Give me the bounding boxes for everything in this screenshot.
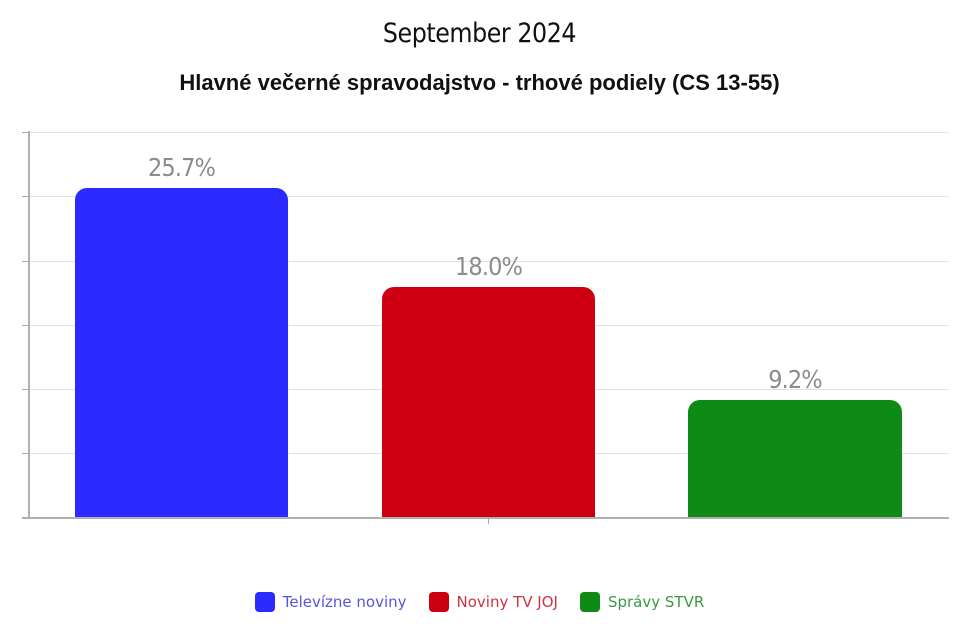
y-tick [22, 325, 29, 326]
legend-item-noviny-tv-joj[interactable]: Noviny TV JOJ [428, 592, 558, 612]
gridline [29, 196, 949, 197]
legend-label: Noviny TV JOJ [456, 593, 558, 611]
gridline [29, 261, 949, 262]
y-tick [22, 261, 29, 262]
legend-item-televizne-noviny[interactable]: Televízne noviny [254, 592, 407, 612]
legend: Televízne noviny Noviny TV JOJ Správy ST… [0, 592, 959, 612]
chart-title: September 2024 [382, 18, 577, 49]
x-axis [22, 517, 949, 519]
y-tick [22, 132, 29, 133]
legend-swatch-icon [254, 592, 275, 612]
legend-swatch-icon [579, 592, 600, 612]
value-label: 18.0% [455, 252, 523, 281]
value-label: 9.2% [768, 365, 822, 394]
x-tick [488, 518, 489, 524]
value-label: 25.7% [148, 153, 216, 182]
gridline [29, 132, 949, 133]
y-axis [28, 131, 30, 518]
legend-label: Správy STVR [607, 593, 705, 611]
bar-televizne-noviny [75, 188, 288, 518]
chart-subtitle: Hlavné večerné spravodajstvo - trhové po… [179, 70, 780, 95]
legend-item-spravy-stvr[interactable]: Správy STVR [579, 592, 705, 612]
bar-noviny-tv-joj [382, 287, 595, 518]
y-tick [22, 196, 29, 197]
legend-swatch-icon [428, 592, 449, 612]
y-tick [22, 389, 29, 390]
legend-label: Televízne noviny [282, 593, 407, 611]
bar-spravy-stvr [688, 400, 902, 518]
y-tick [22, 453, 29, 454]
